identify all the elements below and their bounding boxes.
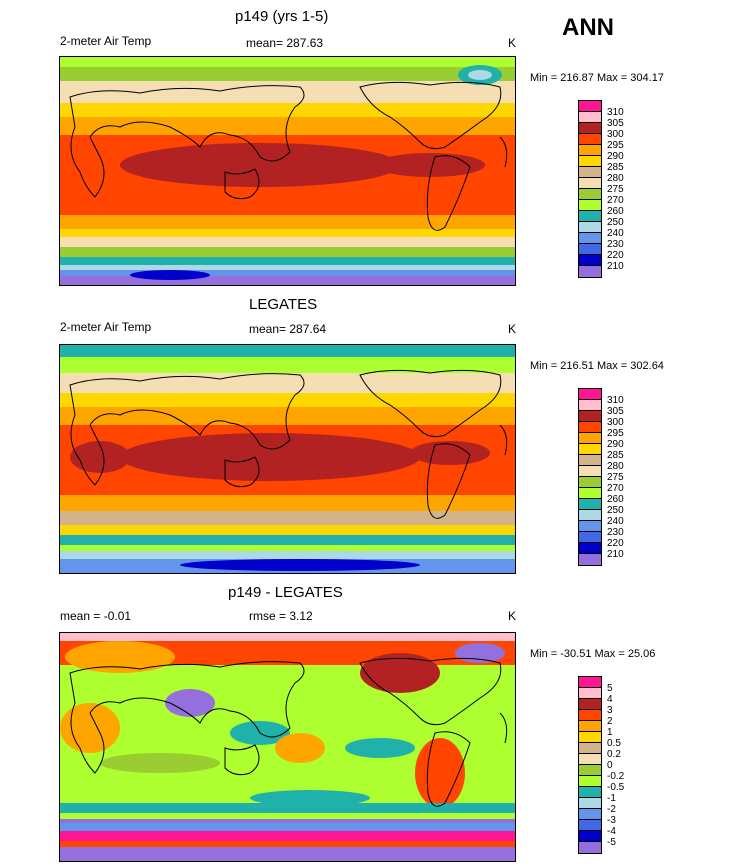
panel-3-level: -1 bbox=[607, 793, 616, 804]
panel-2-unit: K bbox=[508, 322, 517, 336]
panel-2-level: 240 bbox=[607, 516, 624, 527]
panel-3-level: -5 bbox=[607, 837, 616, 848]
panel-1-unit: K bbox=[508, 36, 517, 50]
panel-1-level: 270 bbox=[607, 195, 624, 206]
panel-1-level: 250 bbox=[607, 217, 624, 228]
panel-2-level: 280 bbox=[607, 461, 624, 472]
panel-1-level: 285 bbox=[607, 162, 624, 173]
panel-3-title: p149 - LEGATES bbox=[228, 584, 343, 601]
panel-2-level: 250 bbox=[607, 505, 624, 516]
panel-1-level: 310 bbox=[607, 107, 624, 118]
panel-1-level: 260 bbox=[607, 206, 624, 217]
panel-3-level: 0 bbox=[607, 760, 613, 771]
panel-2-level: 220 bbox=[607, 538, 624, 549]
panel-1-level: 230 bbox=[607, 239, 624, 250]
panel-2-colorbar bbox=[578, 388, 602, 566]
panel-3-level: 2 bbox=[607, 716, 613, 727]
panel-3-level: 5 bbox=[607, 683, 613, 694]
panel-3-level: 0.5 bbox=[607, 738, 621, 749]
panel-3-unit: K bbox=[508, 609, 517, 623]
panel-2-level: 295 bbox=[607, 428, 624, 439]
panel-3-level: -0.5 bbox=[607, 782, 625, 793]
season-label: ANN bbox=[562, 14, 614, 41]
panel-3-mean: mean = -0.01 bbox=[60, 609, 132, 623]
panel-1-map bbox=[59, 56, 516, 286]
panel-1-level: 300 bbox=[607, 129, 624, 140]
panel-3-level: -4 bbox=[607, 826, 616, 837]
panel-3-level: -3 bbox=[607, 815, 616, 826]
panel-2-level: 290 bbox=[607, 439, 624, 450]
panel-1-title: p149 (yrs 1-5) bbox=[235, 8, 329, 25]
panel-1-level: 220 bbox=[607, 250, 624, 261]
panel-2-level: 300 bbox=[607, 417, 624, 428]
panel-1-level: 275 bbox=[607, 184, 624, 195]
panel-1-minmax: Min = 216.87 Max = 304.17 bbox=[530, 72, 664, 84]
panel-1-colorbar bbox=[578, 100, 602, 278]
panel-3-colorbar bbox=[578, 676, 602, 854]
panel-3-minmax: Min = -30.51 Max = 25.06 bbox=[530, 648, 656, 660]
panel-1-level: 280 bbox=[607, 173, 624, 184]
panel-1-level: 295 bbox=[607, 140, 624, 151]
panel-2-level: 305 bbox=[607, 406, 624, 417]
panel-3-level: -0.2 bbox=[607, 771, 625, 782]
panel-2-level: 310 bbox=[607, 395, 624, 406]
panel-3-level: 0.2 bbox=[607, 749, 621, 760]
panel-1-level: 305 bbox=[607, 118, 624, 129]
panel-2-title: LEGATES bbox=[249, 296, 318, 313]
panel-1-level: 210 bbox=[607, 261, 624, 272]
panel-3-map bbox=[59, 632, 516, 862]
panel-2-map bbox=[59, 344, 516, 574]
panel-2-variable: 2-meter Air Temp bbox=[60, 320, 152, 334]
panel-2-level: 285 bbox=[607, 450, 624, 461]
panel-1-mean: mean= 287.63 bbox=[246, 36, 324, 50]
panel-1-level: 290 bbox=[607, 151, 624, 162]
panel-3-rmse: rmse = 3.12 bbox=[249, 609, 313, 623]
panel-2-level: 260 bbox=[607, 494, 624, 505]
panel-3-level: 1 bbox=[607, 727, 613, 738]
panel-2-minmax: Min = 216.51 Max = 302.64 bbox=[530, 360, 664, 372]
panel-1-variable: 2-meter Air Temp bbox=[60, 34, 152, 48]
panel-3-level: 4 bbox=[607, 694, 613, 705]
panel-3-level: -2 bbox=[607, 804, 616, 815]
panel-3-level: 3 bbox=[607, 705, 613, 716]
panel-1-level: 240 bbox=[607, 228, 624, 239]
panel-2-level: 210 bbox=[607, 549, 624, 560]
panel-2-level: 270 bbox=[607, 483, 624, 494]
panel-2-level: 230 bbox=[607, 527, 624, 538]
panel-2-level: 275 bbox=[607, 472, 624, 483]
panel-2-mean: mean= 287.64 bbox=[249, 322, 327, 336]
